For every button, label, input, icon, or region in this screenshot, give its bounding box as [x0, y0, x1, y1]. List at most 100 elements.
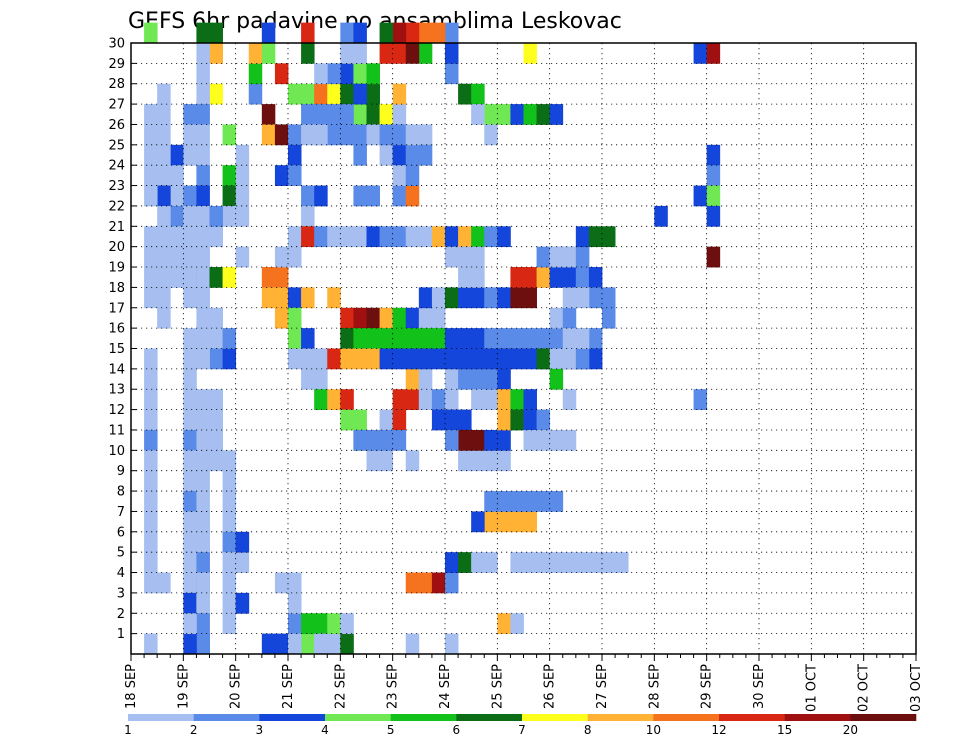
heatmap-cell [418, 328, 433, 349]
heatmap-cell [170, 226, 184, 248]
x-tick-label: 20 SEP [229, 664, 244, 709]
heatmap-cell [301, 22, 315, 44]
heatmap-cell [222, 267, 237, 288]
heatmap-cell [418, 307, 433, 329]
heatmap-cell [261, 267, 276, 288]
colorbar-label: 10 [646, 723, 661, 737]
colorbar-segment [522, 714, 588, 721]
heatmap-cell [327, 287, 341, 309]
heatmap-cell [301, 633, 315, 655]
heatmap-cell [196, 205, 210, 227]
heatmap-cell [471, 368, 485, 390]
x-tick-label: 22 SEP [333, 664, 348, 709]
y-axis: 1234567891011121314151617181920212223242… [108, 37, 137, 642]
colorbar-label: 5 [387, 723, 395, 737]
heatmap-cell [183, 592, 197, 614]
heatmap-cell [549, 348, 564, 370]
heatmap-cell [301, 328, 315, 349]
heatmap-cell [706, 185, 721, 207]
heatmap-cell [588, 287, 603, 309]
heatmap-cell [510, 491, 524, 512]
heatmap-cell [196, 389, 210, 410]
heatmap-cell [314, 104, 328, 125]
y-tick-label: 4 [117, 566, 125, 581]
heatmap-cell [523, 491, 537, 512]
heatmap-cell [562, 246, 577, 268]
heatmap-cell [366, 307, 380, 329]
heatmap-cell [497, 389, 511, 410]
heatmap-cell [196, 592, 210, 614]
heatmap-cell [615, 552, 629, 573]
heatmap-cell [196, 246, 210, 268]
heatmap-cell [523, 511, 537, 533]
heatmap-cell [497, 429, 511, 451]
heatmap-cell [196, 307, 210, 329]
heatmap-cell [274, 307, 289, 329]
y-tick-label: 9 [117, 464, 125, 479]
heatmap-cell [170, 246, 184, 268]
heatmap-cell [549, 368, 564, 390]
y-tick-label: 18 [108, 281, 125, 296]
heatmap-cell [301, 348, 315, 370]
colorbar-label: 1 [124, 723, 132, 737]
heatmap-cell [157, 83, 171, 105]
colorbar-label: 2 [190, 723, 198, 737]
heatmap-cell [196, 267, 210, 288]
heatmap-cell [392, 43, 407, 64]
heatmap-cell [144, 531, 158, 553]
heatmap-cell [183, 531, 197, 553]
heatmap-cell [405, 22, 420, 44]
heatmap-cell [471, 104, 485, 125]
heatmap-cell [340, 348, 354, 370]
heatmap-cell [144, 348, 158, 370]
heatmap-cell [523, 267, 537, 288]
heatmap-cell [418, 287, 433, 309]
heatmap-cell [301, 83, 315, 105]
colorbar-label: 12 [711, 723, 726, 737]
heatmap-cell [288, 572, 302, 594]
heatmap-cell [196, 185, 210, 207]
heatmap-cell [274, 287, 289, 309]
heatmap-cell [261, 22, 276, 44]
heatmap-cell [445, 43, 459, 64]
heatmap-cell [693, 43, 708, 64]
heatmap-cell [196, 226, 210, 248]
heatmap-cell [222, 165, 237, 186]
heatmap-cell [497, 613, 511, 635]
heatmap-cell [327, 63, 341, 85]
heatmap-cell [405, 368, 420, 390]
heatmap-cell [392, 165, 407, 186]
heatmap-cell [248, 63, 263, 85]
heatmap-cell [327, 389, 341, 410]
heatmap-cell [157, 226, 171, 248]
heatmap-cell [222, 531, 237, 553]
heatmap-cell [575, 226, 590, 248]
heatmap-cell [497, 328, 511, 349]
colorbar-segment [587, 714, 654, 721]
heatmap-cell [183, 633, 197, 655]
heatmap-cell [484, 348, 498, 370]
heatmap-cell [183, 144, 197, 166]
heatmap-cell [379, 328, 394, 349]
heatmap-cell [510, 348, 524, 370]
heatmap-cell [392, 226, 407, 248]
heatmap-cell [144, 389, 158, 410]
heatmap-cell [353, 104, 367, 125]
heatmap-cell [196, 348, 210, 370]
heatmap-cell [445, 287, 459, 309]
heatmap-cell [144, 470, 158, 492]
heatmap-cell [405, 307, 420, 329]
heatmap-cell [288, 348, 302, 370]
heatmap-cell [536, 552, 551, 573]
heatmap-cell [445, 226, 459, 248]
heatmap-cell [471, 552, 485, 573]
heatmap-cell [458, 287, 472, 309]
heatmap-cell [196, 613, 210, 635]
colorbar-segment [719, 714, 785, 721]
heatmap-cell [562, 348, 577, 370]
heatmap-cell [458, 328, 472, 349]
colorbar-segment [193, 714, 260, 721]
colorbar-label: 4 [321, 723, 329, 737]
heatmap-cell [379, 307, 394, 329]
grid-lines [131, 43, 916, 654]
